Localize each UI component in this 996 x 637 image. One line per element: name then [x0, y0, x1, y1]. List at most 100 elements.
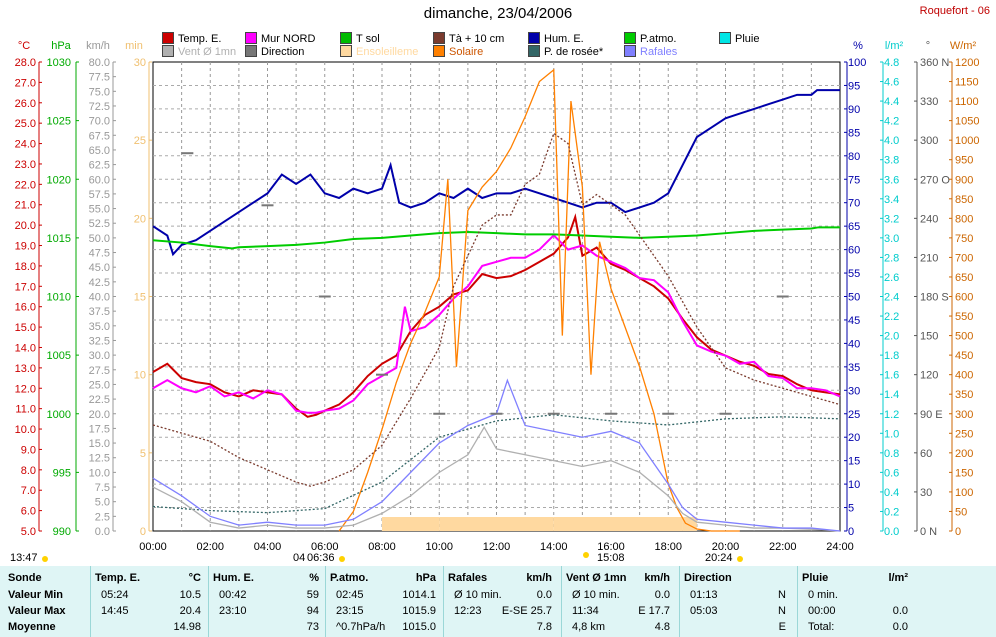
- axis-tick-label-rain: 1.0: [884, 428, 899, 440]
- axis-tick-label-temp: 8.0: [21, 465, 36, 477]
- axis-tick-label-solar: 350: [955, 389, 973, 401]
- axis-tick-label-wind: 5.0: [95, 497, 110, 509]
- legend-item: Temp. E.: [162, 32, 221, 45]
- axis-tick-label-hum: 70: [848, 198, 860, 210]
- stats-row-label: Moyenne: [8, 621, 56, 633]
- stats-cell-time: 01:13: [690, 589, 718, 601]
- axis-tick-label-temp: 22.0: [15, 179, 36, 191]
- legend-label: Rafales: [640, 46, 678, 58]
- x-tick-label: 02:00: [196, 541, 224, 553]
- stats-cell-time: Total:: [808, 621, 835, 633]
- stats-cell-value: E: [778, 621, 786, 633]
- axis-tick-label-hum: 85: [848, 127, 860, 139]
- axis-tick-label-wind: 57.5: [89, 189, 110, 201]
- axis-tick-label-wind: 77.5: [89, 72, 110, 84]
- axis-tick-label-dir: 120: [920, 370, 938, 382]
- sunshine-bar: [611, 517, 683, 531]
- axis-tick-label-rain: 0.4: [884, 487, 899, 499]
- axis-tick-label-wind: 75.0: [89, 86, 110, 98]
- axis-tick-label-temp: 9.0: [21, 444, 36, 456]
- series-line: [152, 414, 841, 514]
- stats-column-direction: Direction 01:13 N 05:03 N E: [684, 566, 790, 637]
- axis-tick-label-rain: 4.2: [884, 116, 899, 128]
- legend-swatch: [624, 45, 636, 57]
- axis-tick-label-wind: 15.0: [89, 438, 110, 450]
- axis-tick-label-press: 1010: [47, 292, 71, 304]
- axis-tick-label-dir: 150: [920, 331, 938, 343]
- axis-tick-label-solar: 250: [955, 428, 973, 440]
- series-line: [338, 68, 740, 532]
- axis-tick-label-wind: 80.0: [89, 57, 110, 69]
- stats-cell-time: 00:00: [808, 605, 836, 617]
- legend-label: Mur NORD: [261, 33, 316, 45]
- stats-separator: [208, 566, 209, 637]
- axis-tick-label-rain: 2.8: [884, 252, 899, 264]
- stats-cell-value: 1015.0: [402, 621, 436, 633]
- axis-tick-label-wind: 52.5: [89, 218, 110, 230]
- stats-cell-value: 1014.1: [402, 589, 436, 601]
- axis-tick-label-solar: 1100: [955, 96, 979, 108]
- x-tick-label: 22:00: [769, 541, 797, 553]
- axis-tick-label-hum: 55: [848, 268, 860, 280]
- axis-unit-dir: °: [926, 40, 930, 52]
- axis-tick-label-press: 1030: [47, 57, 71, 69]
- stats-column-sonde: Sonde Valeur Min Valeur Max Moyenne: [8, 566, 88, 637]
- moonrise-label: 13:47: [10, 552, 38, 564]
- series-line: [152, 233, 841, 414]
- axis-tick-label-hum: 10: [848, 479, 860, 491]
- stats-separator: [679, 566, 680, 637]
- axis-tick-label-press: 1000: [47, 409, 71, 421]
- legend-item: Hum. E.: [528, 32, 584, 45]
- axis-tick-label-temp: 24.0: [15, 139, 36, 151]
- x-tick-label: 16:00: [597, 541, 625, 553]
- axis-tick-label-hum: 5: [848, 503, 854, 515]
- stats-header: Rafales: [448, 572, 488, 584]
- axis-tick-label-solar: 650: [955, 272, 973, 284]
- axis-tick-label-min: 20: [134, 213, 146, 225]
- x-tick-label: 18:00: [654, 541, 682, 553]
- stats-column-vent: Vent Ø 1mn km/h Ø 10 min. 0.0 11:34 E 17.7 4,8…: [566, 566, 674, 637]
- stats-cell-time: 4,8 km: [572, 621, 606, 633]
- x-tick-label: 06:00: [311, 541, 339, 553]
- stats-column-temp: Temp. E. °C 05:24 10.5 14:45 20.4 14.98: [95, 566, 205, 637]
- axis-tick-label-temp: 7.0: [21, 485, 36, 497]
- axis-tick-label-wind: 35.0: [89, 321, 110, 333]
- axis-tick-label-solar: 800: [955, 213, 973, 225]
- legend-item: Ensoleilleme: [340, 45, 418, 58]
- legend-item: P. de rosée*: [528, 45, 603, 58]
- axis-tick-label-hum: 65: [848, 221, 860, 233]
- stats-header: Vent Ø 1mn: [566, 572, 627, 584]
- axis-tick-label-wind: 30.0: [89, 350, 110, 362]
- stats-cell-value: 0.0: [892, 605, 908, 617]
- x-tick-label: 10:00: [425, 541, 453, 553]
- chart-title: dimanche, 23/04/2006: [423, 5, 573, 22]
- axis-tick-label-rain: 1.6: [884, 370, 899, 382]
- stats-header: Temp. E.: [95, 572, 141, 584]
- direction-mark: [490, 412, 503, 415]
- axis-tick-label-temp: 21.0: [15, 200, 36, 212]
- axis-unit-rain: l/m²: [885, 40, 904, 52]
- axis-tick-label-temp: 10.0: [15, 424, 36, 436]
- axis-tick-label-wind: 60.0: [89, 174, 110, 186]
- stats-cell-value: 73: [306, 621, 319, 633]
- axis-tick-label-temp: 26.0: [15, 98, 36, 110]
- legend-label: Temp. E.: [178, 33, 222, 45]
- legend-item: Rafales: [624, 45, 677, 58]
- axis-tick-label-temp: 25.0: [15, 118, 36, 130]
- x-tick-label: 12:00: [483, 541, 511, 553]
- axis-tick-label-rain: 4.0: [884, 135, 899, 147]
- axis-tick-label-temp: 27.0: [15, 77, 36, 89]
- axis-tick-label-solar: 550: [955, 311, 973, 323]
- axis-tick-label-wind: 27.5: [89, 365, 110, 377]
- axis-tick-label-temp: 23.0: [15, 159, 36, 171]
- legend-item: Solaire: [433, 45, 483, 58]
- direction-mark: [318, 295, 331, 298]
- direction-mark: [719, 412, 732, 415]
- stats-unit: hPa: [415, 572, 436, 584]
- axis-tick-label-rain: 2.6: [884, 272, 899, 284]
- stats-separator: [797, 566, 798, 637]
- sunshine-bar: [496, 517, 554, 531]
- axis-unit-wind: km/h: [86, 40, 110, 52]
- axis-tick-label-rain: 1.8: [884, 350, 899, 362]
- stats-cell-value: 10.5: [179, 589, 201, 601]
